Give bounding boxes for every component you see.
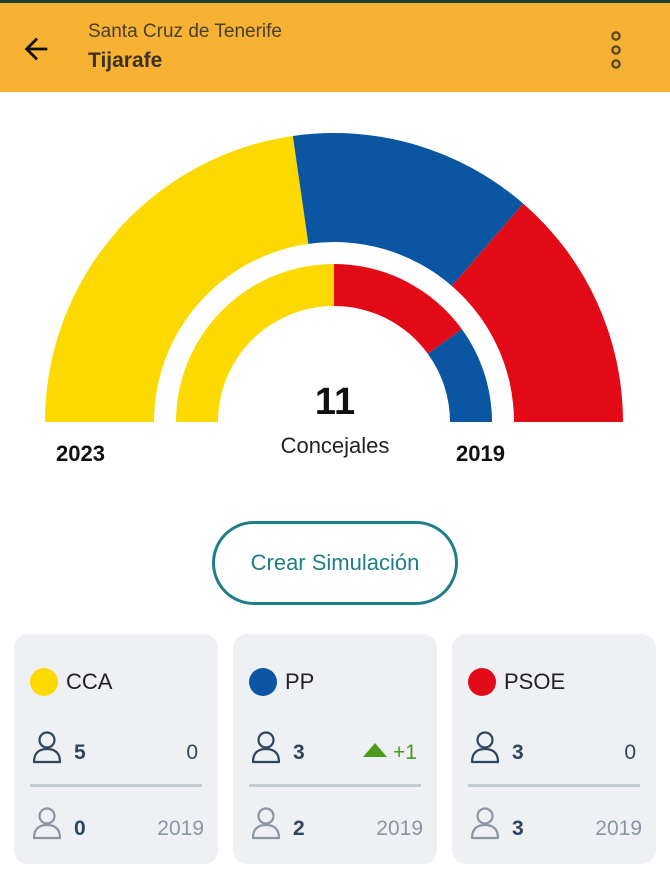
party-name: CCA (66, 669, 113, 694)
inner-ring-slice-psoe (334, 264, 462, 354)
title-block: Santa Cruz de Tenerife Tijarafe (88, 20, 282, 75)
total-seats-value: 11 (314, 381, 356, 423)
person-icon (470, 730, 500, 764)
inner-ring-year-label: 2019 (456, 441, 505, 466)
total-seats-label: Concejales (280, 433, 390, 458)
app-bar: Santa Cruz de Tenerife Tijarafe (0, 3, 670, 92)
seat-change-value: +1 (393, 741, 417, 764)
seats-hemicycle-chart (45, 133, 623, 423)
divider (30, 784, 202, 787)
party-name: PSOE (504, 669, 566, 694)
province-subtitle: Santa Cruz de Tenerife (88, 21, 282, 42)
previous-year: 2019 (595, 817, 642, 840)
inner-ring-2019 (176, 264, 492, 422)
triangle-up-icon (363, 743, 388, 757)
current-seats: 3 (293, 741, 305, 764)
seat-change-value: 0 (624, 741, 636, 764)
previous-year: 2019 (157, 817, 204, 840)
party-color-dot (249, 668, 277, 696)
create-simulation-button[interactable]: Crear Simulación (212, 521, 458, 605)
outer-ring-slice-cca (45, 135, 309, 423)
outer-ring-slice-pp (292, 133, 524, 286)
divider (468, 784, 640, 787)
previous-seats: 3 (512, 817, 524, 840)
outer-ring-slice-psoe (451, 203, 623, 422)
municipality-title: Tijarafe (88, 49, 163, 72)
person-icon (32, 806, 62, 840)
arrow-left-icon (24, 37, 48, 61)
current-seats: 5 (74, 741, 86, 764)
party-card-cca[interactable]: CCA 5 0 0 2019 (14, 634, 218, 864)
party-name: PP (285, 669, 315, 694)
person-icon (32, 730, 62, 764)
inner-ring-slice-cca (176, 264, 334, 422)
current-seats: 3 (512, 741, 524, 764)
back-button[interactable] (14, 27, 58, 71)
party-color-dot (468, 668, 496, 696)
person-icon (470, 806, 500, 840)
previous-year: 2019 (376, 817, 423, 840)
party-card-pp[interactable]: PP 3 +1 2 2019 (233, 634, 437, 864)
party-color-dot (30, 668, 58, 696)
party-card-psoe[interactable]: PSOE 3 0 3 2019 (452, 634, 656, 864)
seat-change: 0 (624, 740, 636, 766)
seat-change: 0 (186, 740, 198, 766)
seat-change-value: 0 (186, 741, 198, 764)
more-menu-button[interactable] (594, 25, 638, 75)
outer-ring-year-label: 2023 (56, 441, 105, 466)
outer-ring-2023 (45, 133, 623, 423)
person-icon (251, 806, 281, 840)
previous-seats: 0 (74, 817, 86, 840)
person-icon (251, 730, 281, 764)
previous-seats: 2 (293, 817, 305, 840)
divider (249, 784, 421, 787)
more-vertical-icon (611, 31, 621, 69)
inner-ring-slice-pp (427, 329, 492, 422)
status-strip (0, 0, 670, 3)
seat-change: +1 (363, 740, 417, 766)
